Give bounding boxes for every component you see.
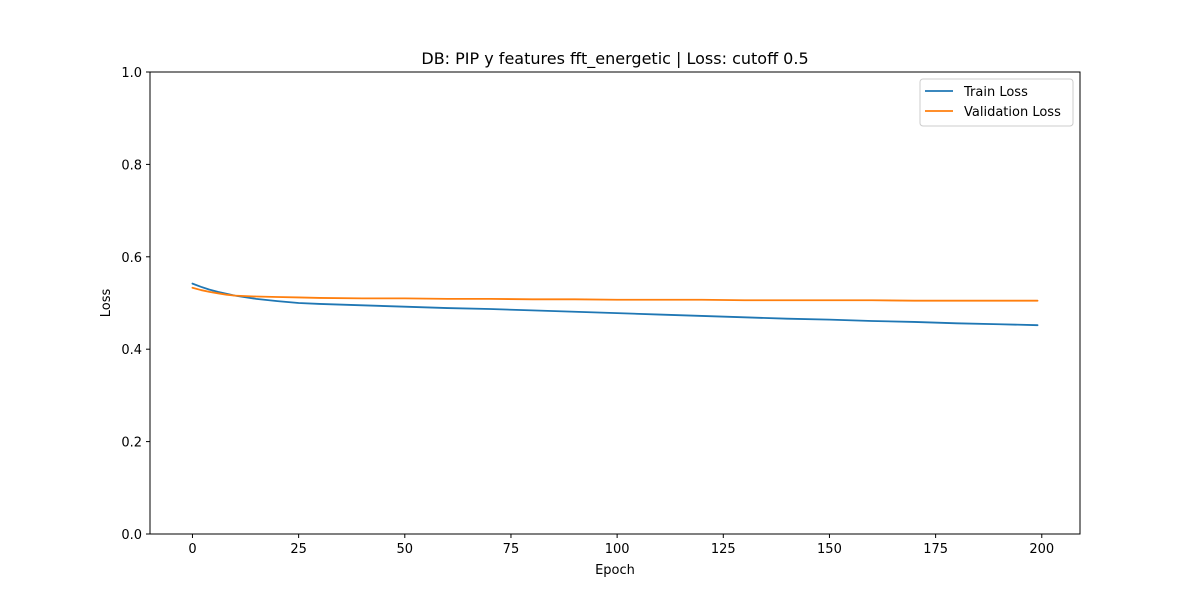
y-tick-label: 0.2 <box>121 436 142 451</box>
x-axis-label: Epoch <box>595 563 635 578</box>
axes-frame <box>149 71 1081 535</box>
legend-box <box>919 78 1074 127</box>
x-tick-label: 200 <box>1029 542 1054 557</box>
plot-area <box>191 282 1039 327</box>
chart-title: DB: PIP y features fft_energetic | Loss:… <box>421 49 808 69</box>
legend: Train Loss Validation Loss <box>919 78 1074 127</box>
x-tick-label: 175 <box>923 542 948 557</box>
x-tick-label: 125 <box>711 542 736 557</box>
legend-label: Validation Loss <box>964 105 1061 120</box>
x-tick-label: 0 <box>188 542 196 557</box>
series-line-validation-loss <box>191 286 1039 302</box>
x-tick-label: 75 <box>503 542 520 557</box>
x-tick-label: 50 <box>397 542 414 557</box>
y-tick-label: 0.8 <box>121 158 142 173</box>
series-line-train-loss <box>191 282 1039 327</box>
y-tick-label: 0.0 <box>121 528 142 543</box>
y-tick-label: 1.0 <box>121 66 142 81</box>
y-tick-label: 0.4 <box>121 343 142 358</box>
x-axis: 0 25 50 75 100 125 150 175 200 <box>188 534 1054 557</box>
y-tick-label: 0.6 <box>121 251 142 266</box>
x-tick-label: 150 <box>817 542 842 557</box>
legend-label: Train Loss <box>963 85 1028 100</box>
y-axis-label: Loss <box>99 289 114 318</box>
x-tick-label: 100 <box>605 542 630 557</box>
x-tick-label: 25 <box>290 542 307 557</box>
y-axis: 0.0 0.2 0.4 0.6 0.8 1.0 <box>121 66 150 543</box>
